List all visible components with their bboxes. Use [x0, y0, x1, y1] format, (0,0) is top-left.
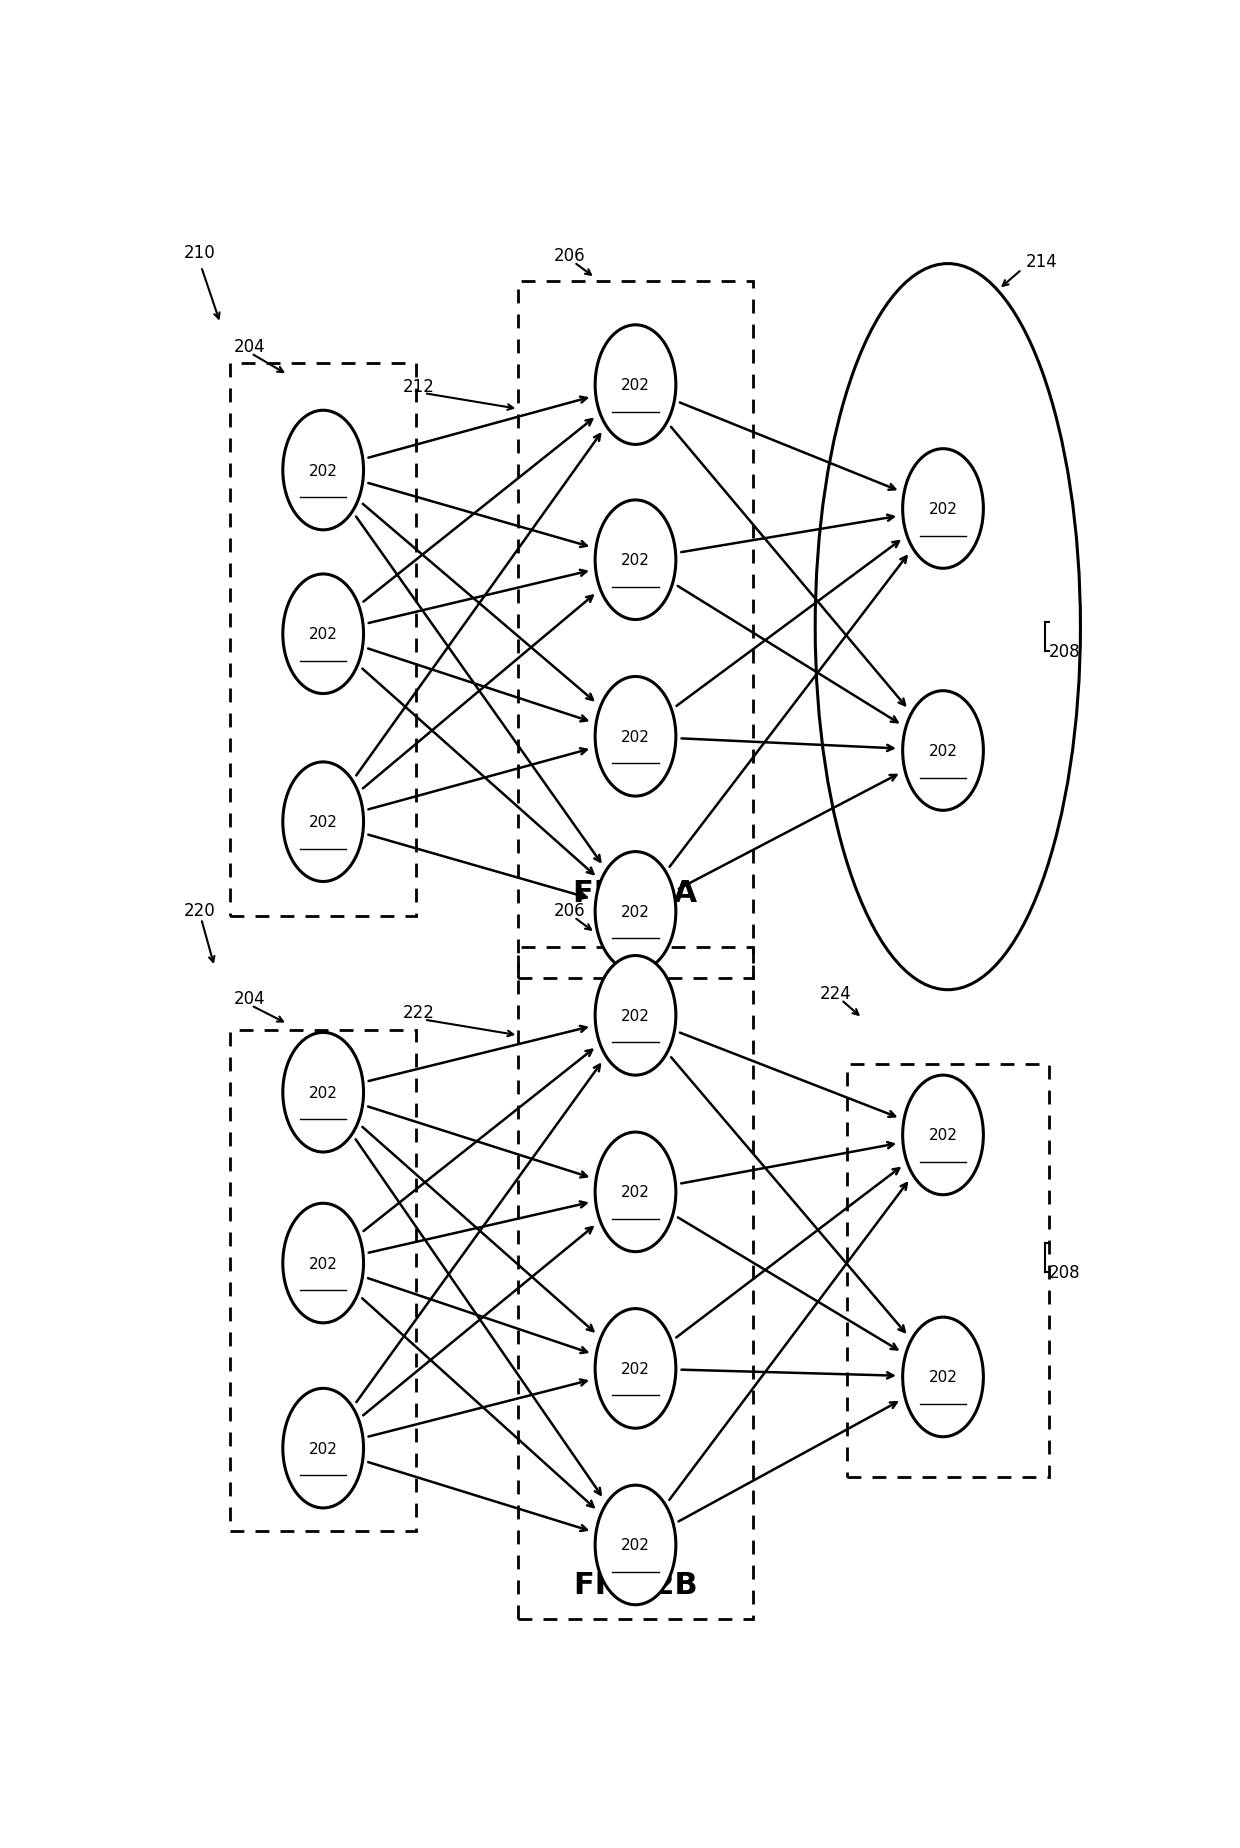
Text: 202: 202	[621, 730, 650, 745]
Circle shape	[283, 763, 363, 881]
Text: 206: 206	[554, 902, 585, 920]
Circle shape	[595, 676, 676, 796]
Text: 202: 202	[621, 553, 650, 567]
Text: 202: 202	[309, 1085, 337, 1100]
Text: FIG. 2A: FIG. 2A	[573, 880, 698, 907]
Circle shape	[595, 955, 676, 1076]
Text: 202: 202	[621, 1362, 650, 1377]
Text: FIG. 2B: FIG. 2B	[574, 1571, 697, 1600]
Text: 202: 202	[309, 464, 337, 479]
Text: 202: 202	[621, 904, 650, 920]
Text: 202: 202	[929, 1127, 957, 1142]
Text: 224: 224	[820, 983, 852, 1002]
Text: 212: 212	[403, 377, 435, 395]
Circle shape	[903, 1318, 983, 1438]
Text: 202: 202	[309, 1441, 337, 1456]
Ellipse shape	[815, 264, 1080, 991]
Circle shape	[595, 852, 676, 972]
Text: 202: 202	[621, 1009, 650, 1024]
Text: 208: 208	[1049, 1262, 1080, 1281]
Text: 202: 202	[309, 815, 337, 830]
Circle shape	[283, 575, 363, 695]
Text: 204: 204	[234, 338, 265, 357]
Text: 202: 202	[929, 743, 957, 758]
Text: 202: 202	[929, 501, 957, 517]
Text: 202: 202	[621, 1538, 650, 1552]
Text: 202: 202	[309, 626, 337, 641]
Text: 202: 202	[621, 1185, 650, 1199]
Circle shape	[595, 1308, 676, 1429]
Text: 214: 214	[1025, 253, 1058, 270]
Circle shape	[283, 1203, 363, 1323]
Circle shape	[283, 410, 363, 530]
Text: 220: 220	[184, 902, 216, 920]
Text: 222: 222	[403, 1003, 435, 1022]
Text: 208: 208	[1049, 643, 1080, 660]
Text: 202: 202	[309, 1257, 337, 1271]
Circle shape	[903, 691, 983, 811]
Text: 202: 202	[929, 1369, 957, 1384]
Text: 204: 204	[234, 991, 265, 1007]
Circle shape	[903, 449, 983, 569]
Circle shape	[283, 1033, 363, 1153]
Circle shape	[595, 1133, 676, 1251]
Text: 202: 202	[621, 377, 650, 394]
Text: 210: 210	[184, 244, 216, 262]
Circle shape	[595, 501, 676, 621]
Circle shape	[595, 325, 676, 445]
Circle shape	[283, 1388, 363, 1508]
Text: 206: 206	[554, 248, 585, 264]
Circle shape	[903, 1076, 983, 1196]
Circle shape	[595, 1486, 676, 1604]
